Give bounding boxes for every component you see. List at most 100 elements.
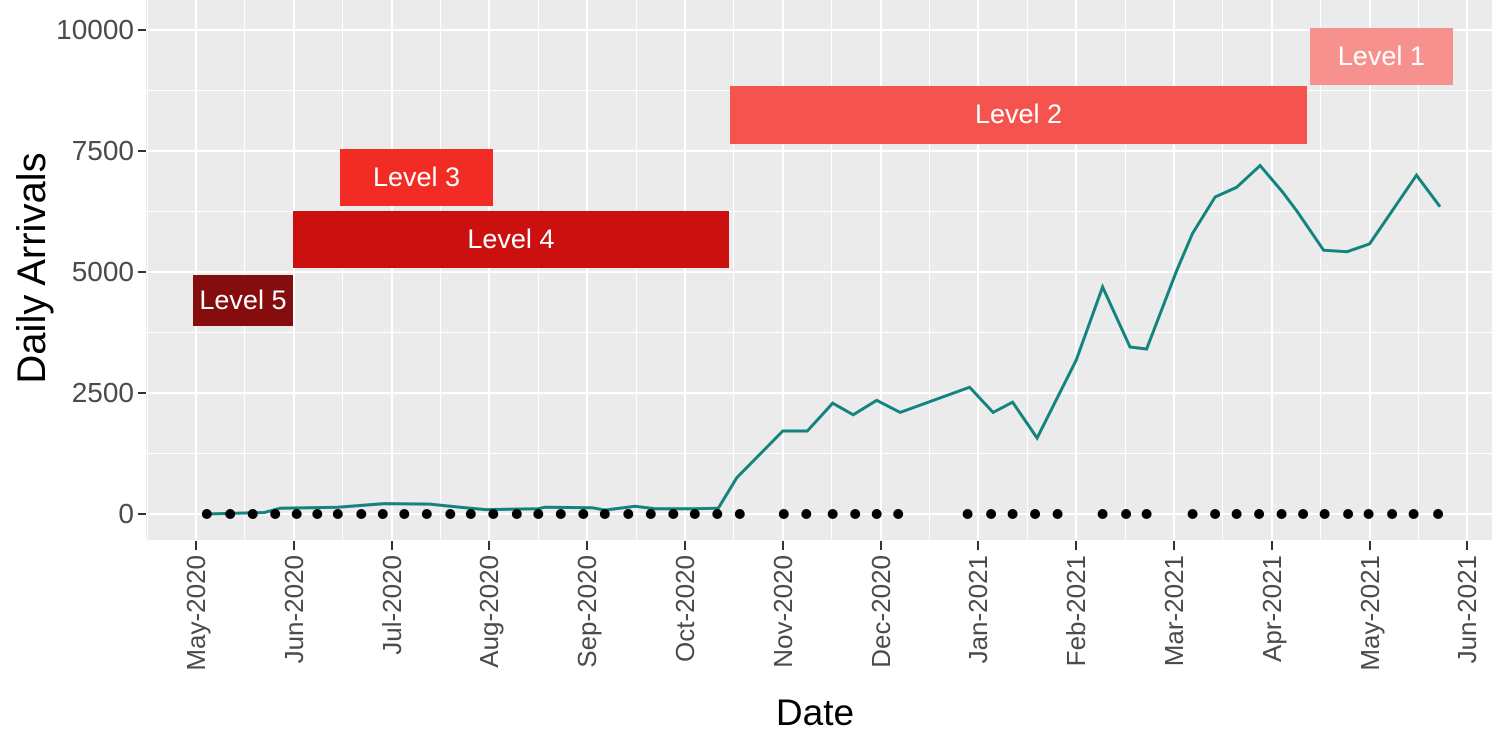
x-axis-tick (977, 541, 980, 550)
weekly-zero-dot (533, 509, 544, 519)
weekly-zero-dot (578, 509, 589, 519)
alert-band-level-2: Level 2 (729, 86, 1307, 144)
weekly-zero-dot (1298, 509, 1309, 519)
weekly-zero-dot (1363, 509, 1374, 519)
plot-panel: Level 5 Level 4 Level 3 Level 2 Level 1 (146, 0, 1492, 540)
gridline-minor-vertical (1222, 0, 1224, 540)
gridline-major-vertical (684, 0, 686, 540)
weekly-zero-dot (645, 509, 656, 519)
x-axis-tick (1466, 541, 1469, 550)
weekly-zero-dot (312, 509, 323, 519)
gridline-major-horizontal (146, 513, 1492, 515)
weekly-zero-dot (377, 509, 388, 519)
y-axis-tick (138, 392, 146, 394)
x-tick-label: May-2021 (1354, 555, 1385, 671)
band-label: Level 3 (372, 162, 461, 193)
arrivals-line-layer (201, 163, 1444, 519)
x-axis-title: Date (775, 692, 855, 733)
y-tick-label: 7500 (71, 135, 134, 166)
weekly-zero-dot (599, 509, 610, 519)
gridline-minor-vertical (635, 0, 637, 540)
weekly-zero-dot (1408, 509, 1419, 519)
weekly-zero-dot (962, 509, 973, 519)
gridline-major-horizontal (146, 392, 1492, 394)
x-tick-label: Mar-2021 (1159, 555, 1189, 667)
band-label: Level 1 (1337, 41, 1425, 72)
gridline-minor-vertical (146, 0, 148, 540)
weekly-zero-dot (1210, 509, 1221, 519)
x-axis-tick (1368, 541, 1371, 550)
gridline-major-vertical (1270, 0, 1273, 540)
alert-band-level-5: Level 5 (193, 274, 293, 327)
weekly-zero-dot (421, 509, 432, 519)
alert-band-level-4: Level 4 (292, 211, 729, 269)
x-axis-tick (586, 541, 589, 550)
gridline-minor-horizontal (146, 453, 1492, 454)
weekly-zero-dot (1030, 509, 1041, 519)
gridline-major-vertical (1368, 0, 1371, 540)
gridline-major-vertical (195, 0, 197, 540)
x-axis-tick (684, 541, 686, 550)
weekly-zero-dot (1007, 509, 1018, 519)
weekly-zero-dot (465, 509, 476, 519)
weekly-zero-dot (201, 509, 212, 519)
x-axis-tick (781, 541, 784, 550)
x-axis-tick (1173, 541, 1175, 550)
weekly-zero-dot (850, 509, 861, 519)
x-tick-label: Jan-2021 (963, 555, 994, 664)
x-tick-label: Jul-2020 (376, 555, 407, 655)
y-axis-tick (138, 513, 146, 515)
weekly-zero-dot (1052, 509, 1063, 519)
y-tick-label: 2500 (71, 377, 134, 408)
x-tick-label: Jun-2020 (278, 555, 309, 664)
y-axis-tick (138, 271, 146, 273)
weekly-zero-dot (986, 509, 997, 519)
weekly-zero-dot (445, 509, 456, 519)
weekly-zero-dot (712, 509, 723, 519)
daily-arrivals-line (204, 163, 1442, 516)
gridline-major-horizontal (146, 271, 1492, 273)
gridline-minor-vertical (244, 0, 246, 540)
y-tick-label: 0 (118, 498, 134, 529)
gridline-minor-vertical (342, 0, 344, 540)
weekly-zero-dot (1387, 509, 1398, 519)
x-tick-label: May-2020 (181, 555, 211, 671)
weekly-zero-dot (270, 509, 281, 519)
weekly-zero-dot (511, 509, 522, 519)
weekly-zero-dot (734, 509, 745, 519)
x-tick-label: Dec-2020 (865, 555, 896, 668)
x-tick-label: Sep-2020 (572, 555, 603, 668)
x-tick-label: Jun-2021 (1452, 555, 1483, 664)
x-axis-tick (488, 541, 491, 550)
y-tick-label: 10000 (56, 14, 134, 45)
weekly-zero-dot (356, 509, 367, 519)
x-tick-label: Aug-2020 (474, 555, 505, 668)
x-axis-tick (1075, 541, 1078, 550)
y-axis-tick (138, 150, 146, 152)
gridline-major-horizontal (146, 29, 1492, 31)
gridline-major-vertical (781, 0, 784, 540)
weekly-zero-dot (399, 509, 410, 519)
weekly-zero-dot (689, 509, 700, 519)
gridline-major-vertical (292, 0, 295, 540)
weekly-zero-dot (488, 509, 499, 519)
weekly-zero-dot (1433, 509, 1444, 519)
gridline-minor-vertical (733, 0, 735, 540)
gridline-minor-vertical (440, 0, 441, 540)
gridline-major-vertical (1075, 0, 1078, 540)
alert-band-level-3: Level 3 (339, 149, 494, 207)
gridline-major-vertical (977, 0, 980, 540)
weekly-zero-dot (871, 509, 882, 519)
weekly-zero-dot (778, 509, 789, 519)
gridline-minor-horizontal (146, 332, 1492, 333)
weekly-zero-dot (1254, 509, 1265, 519)
weekly-zero-dot (1187, 509, 1198, 519)
weekly-zero-dot (291, 509, 302, 519)
x-tick-label: Nov-2020 (767, 555, 798, 668)
gridline-minor-vertical (537, 0, 539, 540)
x-tick-label: Oct-2020 (670, 555, 700, 662)
gridline-major-horizontal (146, 150, 1492, 152)
weekly-zero-dot (1141, 509, 1152, 519)
weekly-zero-dot (1319, 509, 1330, 519)
weekly-zero-dot (827, 509, 838, 519)
